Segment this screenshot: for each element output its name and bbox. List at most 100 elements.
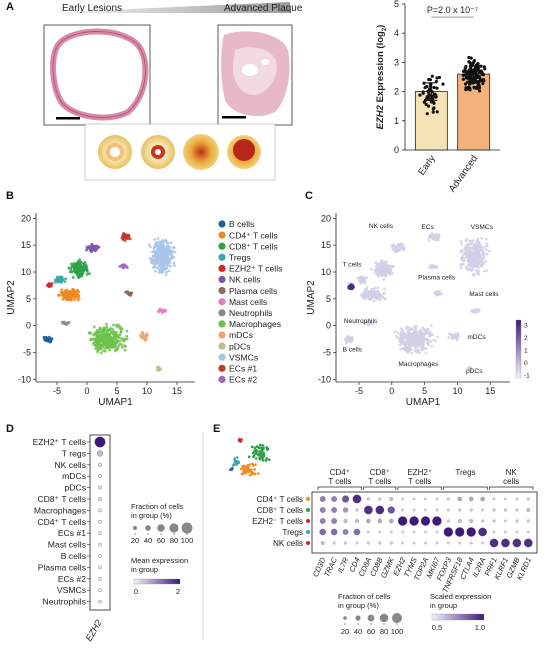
umap-b-point <box>65 296 69 300</box>
umap-b-point <box>160 265 163 269</box>
bar-point-early <box>431 100 435 104</box>
umap-b-points <box>42 232 177 372</box>
dotplot-e-dot <box>378 497 382 501</box>
umap-c-point <box>410 351 414 355</box>
umap-b-point <box>95 331 99 335</box>
bar-point-advanced <box>468 88 472 92</box>
umap-c-point <box>375 273 379 276</box>
umap-c-point <box>449 333 453 337</box>
bar-point-advanced <box>463 73 467 77</box>
bar-category-label: Advanced <box>447 153 480 194</box>
dotplot-e-dot <box>332 541 336 545</box>
umap-b-point <box>125 334 129 338</box>
umap-c-point <box>378 293 381 297</box>
umap-c-point <box>435 236 439 239</box>
umap-b-point <box>80 274 84 278</box>
umap-b-point <box>152 246 156 250</box>
umap-c-points <box>343 232 491 372</box>
umap-c-cluster-label: T cells <box>343 262 363 269</box>
umap-c-point <box>368 292 372 295</box>
bar-point-early <box>437 75 442 80</box>
umap-c-point <box>484 237 488 241</box>
dotplot-e-size-legend-label: 60 <box>367 627 375 636</box>
dotplot-e-row-label: Tregs <box>282 528 303 537</box>
mini-umap-point <box>261 444 265 447</box>
bar-point-advanced <box>475 73 479 77</box>
umap-c-point <box>401 333 405 337</box>
umap-c-point <box>477 246 481 250</box>
umap-b-point <box>172 264 176 267</box>
umap-c-point <box>472 246 476 250</box>
dotplot-e-row-color <box>306 530 310 534</box>
umap-c-cluster-label: ECs <box>421 224 434 231</box>
umap-c-point <box>365 286 369 290</box>
panel-letter-c: C <box>305 190 313 202</box>
umap-c-point <box>434 339 438 343</box>
dotplot-e-dot <box>515 519 519 523</box>
umap-c-point <box>429 233 432 237</box>
dotplot-e-dot <box>447 508 450 512</box>
umap-c-point <box>421 339 425 343</box>
umap-c-point <box>465 243 469 247</box>
dotplot-e-color-legend-label: 1.0 <box>475 623 485 632</box>
bar-point-advanced <box>477 71 482 75</box>
umap-c-point <box>482 269 486 273</box>
bar-point-early <box>430 74 434 78</box>
umap-b-point <box>114 343 118 347</box>
umap-b-point <box>149 245 152 249</box>
bar-ytick-label: 2 <box>394 87 399 97</box>
umap-c-ytick-label: 20 <box>321 213 331 223</box>
umap-c-point <box>377 296 380 299</box>
umap-b-point <box>68 298 72 302</box>
umap-c-point <box>436 292 440 296</box>
dotplot-e-row-color <box>306 541 310 545</box>
umap-c-point <box>403 331 407 335</box>
umap-b-point <box>154 249 157 253</box>
legend-label: Macrophages <box>229 319 281 329</box>
dotplot-e-row-label: NK cells <box>273 539 303 548</box>
dotplot-e-size-legend-title: Fraction of cells <box>338 592 391 601</box>
dotplot-e-dot <box>412 530 416 534</box>
mini-umap-point <box>246 463 250 467</box>
umap-c-cluster-label: VSMCs <box>471 224 494 231</box>
umap-c-point <box>419 328 423 332</box>
umap-c-point <box>459 240 463 244</box>
umap-b-point <box>111 337 114 340</box>
dotplot-e-row-label: CD4⁺ T cells <box>257 495 303 504</box>
mini-umap-point <box>243 468 247 471</box>
dotplot-e-dot <box>515 530 519 534</box>
umap-c-point <box>424 351 428 355</box>
dotplot-e-dot <box>458 508 462 512</box>
umap-c-point <box>471 310 475 314</box>
umap-b-xlabel: UMAP1 <box>98 397 133 408</box>
bar-ytick-label: 0 <box>394 145 399 155</box>
umap-b-point <box>121 265 125 269</box>
mini-umap-point <box>237 438 241 442</box>
umap-b-point <box>161 242 165 246</box>
umap-b-point <box>170 256 174 259</box>
umap-c-colorbar-label: 3 <box>524 323 528 330</box>
umap-b-point <box>96 339 100 343</box>
bar-point-early <box>421 90 425 94</box>
dotplot-d-dot <box>94 436 106 448</box>
bar-point-early <box>432 85 436 90</box>
dotplot-e-group-label: NK <box>506 468 518 477</box>
mini-umap-point <box>254 463 257 467</box>
umap-b-xtick-label: 5 <box>114 386 119 396</box>
umap-c-point <box>482 254 486 258</box>
dotplot-e-color-legend-bar <box>431 613 485 621</box>
umap-c-cluster-label: B cells <box>343 346 363 353</box>
dotplot-e-dot <box>512 538 522 548</box>
umap-c-cluster-label: NK cells <box>369 223 394 230</box>
dotplot-e-size-legend-dot <box>392 613 402 623</box>
umap-b-point <box>110 344 113 348</box>
umap-c-point <box>432 338 435 342</box>
umap-c-ytick-label: 0 <box>326 321 331 331</box>
umap-c-point <box>452 336 456 340</box>
dotplot-e-dot <box>435 530 439 534</box>
dotplot-e-dot <box>424 541 427 545</box>
umap-c-point <box>422 341 426 345</box>
bar-point-advanced <box>474 66 478 70</box>
